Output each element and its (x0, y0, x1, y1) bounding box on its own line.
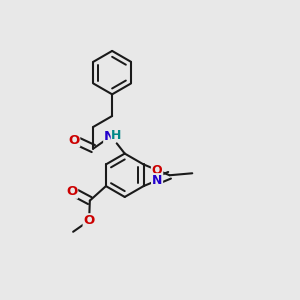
Text: O: O (83, 214, 95, 227)
Text: O: O (152, 164, 162, 177)
Text: O: O (68, 134, 80, 147)
Text: N: N (152, 174, 162, 187)
Text: H: H (111, 129, 122, 142)
Text: O: O (66, 185, 77, 198)
Text: N: N (104, 130, 115, 142)
